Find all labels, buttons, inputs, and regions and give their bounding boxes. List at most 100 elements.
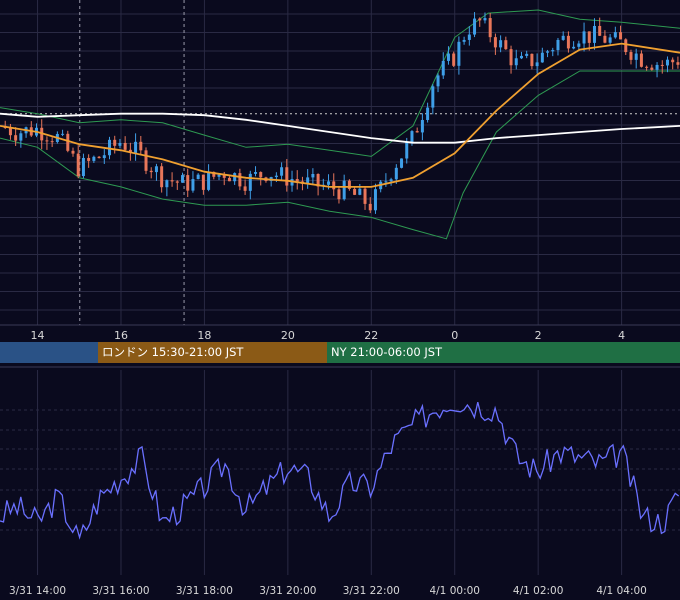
x-tick-label: 3/31 14:00 [9,585,66,597]
candle-body [66,133,70,151]
candle-body [603,35,607,43]
candle-body [113,139,117,146]
oscillator-line [0,402,680,540]
candle-body [274,175,278,178]
candle-body [671,59,675,63]
candlesticks [3,12,680,214]
candle-body [139,141,143,151]
candle-body [561,35,565,40]
candle-body [181,175,185,183]
candle-body [519,55,523,59]
x-tick-label: 4/1 02:00 [513,585,564,597]
candle-body [358,188,362,195]
candle-body [598,25,602,36]
candle-body [446,53,450,61]
candle-body [316,173,320,187]
oscillator-x-axis: 3/31 14:00 3/31 16:00 3/31 18:00 3/31 20:00… [9,585,647,597]
candle-body [645,66,649,68]
candle-body [577,43,581,47]
candle-body [76,153,80,177]
candle-body [327,181,331,185]
bollinger-bands [0,9,680,240]
session-label-ny: NY 21:00-06:00 JST [331,345,443,359]
candle-body [149,170,153,173]
candle-body [45,140,49,142]
candle-body [8,128,12,136]
candle-body [123,142,127,150]
candle-body [118,142,122,146]
x-tick-label: 16 [114,329,128,342]
candle-body [175,181,179,183]
candle-body [285,167,289,186]
candle-body [384,181,388,183]
x-tick-label: 3/31 18:00 [176,585,233,597]
candle-body [535,62,539,67]
x-tick-label: 22 [364,329,378,342]
candle-body [144,150,148,171]
x-tick-label: 4/1 04:00 [596,585,647,597]
candle-body [154,166,158,173]
x-tick-label: 20 [281,329,295,342]
candle-body [254,172,258,174]
candle-body [655,64,659,70]
candle-body [92,156,96,161]
candle-body [337,189,341,200]
session-bar-london: ロンドン 15:30-21:00 JST [98,342,327,363]
candle-body [259,172,263,178]
x-tick-label: 0 [451,329,458,342]
candle-body [186,175,190,191]
main-grid [0,0,680,326]
main-x-axis: 14 16 18 20 22 0 2 4 [31,329,626,342]
x-tick-label: 4 [618,329,625,342]
candle-body [102,155,106,159]
session-bar-tokyo [0,342,98,363]
candle-body [19,133,23,141]
candle-body [415,131,419,133]
candle-body [525,53,529,56]
candle-body [462,39,466,42]
candle-body [452,53,456,66]
candle-body [196,174,200,180]
x-tick-label: 3/31 20:00 [259,585,316,597]
bollinger-lower [0,70,680,240]
moving-averages [0,42,680,188]
candle-body [650,67,654,70]
candle-body [551,50,555,52]
x-tick-label: 4/1 00:00 [429,585,480,597]
candle-body [624,39,628,53]
candle-body [457,41,461,66]
session-bar-ny: NY 21:00-06:00 JST [327,342,680,363]
candle-body [488,18,492,38]
candle-body [572,46,576,49]
candle-body [530,53,534,67]
candle-body [311,173,315,178]
candle-body [478,18,482,21]
candle-body [81,157,85,177]
oscillator-panel [0,402,680,540]
candle-body [50,141,54,143]
candle-body [566,35,570,49]
candle-body [556,39,560,51]
candle-body [201,174,205,190]
candle-body [295,178,299,182]
candle-body [238,173,242,187]
candle-body [467,34,471,40]
candle-body [639,53,643,67]
candle-body [473,18,477,35]
candle-body [306,177,310,184]
candle-body [233,173,237,182]
candle-body [243,186,247,191]
candle-body [222,174,226,178]
candle-body [160,166,164,188]
candle-body [441,60,445,76]
candle-body [634,53,638,60]
candle-body [582,31,586,44]
bollinger-upper [0,9,680,157]
candle-body [191,179,195,191]
candle-body [394,167,398,180]
candle-body [347,180,351,189]
candle-body [128,149,132,153]
candle-body [514,58,518,66]
candle-body [170,180,174,182]
candle-body [613,32,617,38]
